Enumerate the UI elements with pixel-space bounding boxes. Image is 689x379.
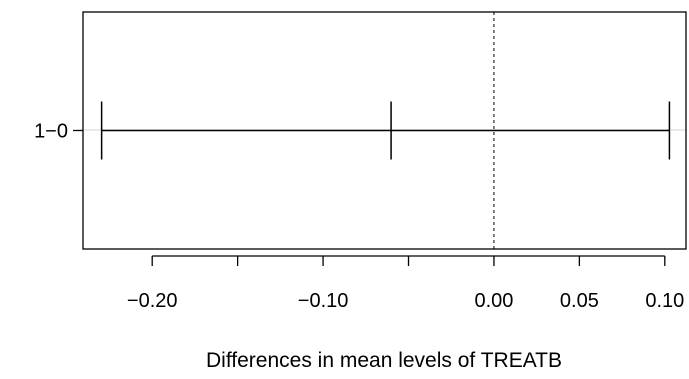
x-tick-label: 0.10	[645, 290, 684, 312]
x-tick-label: −0.10	[298, 290, 349, 312]
y-tick-label: 1−0	[34, 121, 68, 143]
x-tick-label: −0.20	[127, 290, 178, 312]
x-axis-label: Differences in mean levels of TREATB	[206, 349, 562, 372]
x-tick-label: 0.05	[560, 290, 599, 312]
x-tick-label: 0.00	[474, 290, 513, 312]
